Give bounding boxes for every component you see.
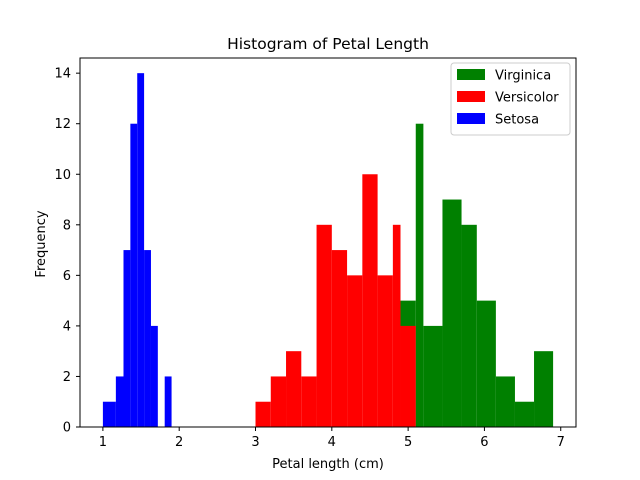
y-tick-label-3: 6 <box>63 269 71 284</box>
bar-setosa-3 <box>130 123 138 427</box>
x-tick-label-0: 1 <box>99 435 107 450</box>
y-tick-label-7: 14 <box>54 67 71 82</box>
bar-versicolor-0 <box>255 401 271 427</box>
y-tick-label-1: 2 <box>63 370 71 385</box>
y-tick-label-4: 8 <box>63 218 71 233</box>
bars-layer <box>102 73 554 428</box>
bar-versicolor-8 <box>377 275 393 427</box>
bar-versicolor-5 <box>331 250 348 427</box>
bar-versicolor-3 <box>301 376 317 427</box>
y-tick-label-5: 10 <box>54 168 71 183</box>
legend-swatch-versicolor <box>457 91 485 102</box>
x-tick-label-5: 6 <box>480 435 488 450</box>
bar-virginica-7 <box>514 401 535 427</box>
y-axis-title: Frequency <box>34 210 49 277</box>
x-axis-title: Petal length (cm) <box>272 457 384 472</box>
legend-label-virginica: Virginica <box>495 69 551 84</box>
bar-virginica-6 <box>495 376 515 427</box>
bar-virginica-5 <box>476 300 496 427</box>
bar-versicolor-6 <box>347 275 363 427</box>
bar-virginica-4 <box>461 224 477 427</box>
x-tick-label-3: 4 <box>328 435 336 450</box>
x-tick-label-4: 5 <box>404 435 412 450</box>
bar-virginica-3 <box>442 199 462 427</box>
y-tick-label-0: 0 <box>63 421 71 436</box>
legend: Virginica Versicolor Setosa <box>450 62 571 136</box>
legend-label-versicolor: Versicolor <box>495 91 559 106</box>
bar-setosa-2 <box>123 250 131 427</box>
legend-swatch-setosa <box>457 113 485 124</box>
bar-versicolor-10 <box>400 325 416 427</box>
bar-setosa-6 <box>150 325 158 427</box>
bar-versicolor-1 <box>270 376 287 427</box>
legend-swatch-virginica <box>457 69 485 80</box>
bar-virginica-2 <box>423 325 443 427</box>
x-tick-label-2: 3 <box>251 435 259 450</box>
bar-setosa-1 <box>115 376 124 427</box>
y-tick-label-2: 4 <box>63 319 71 334</box>
plot-frame <box>79 57 577 428</box>
bar-setosa-0 <box>102 401 116 427</box>
bar-setosa-5 <box>144 250 151 427</box>
bar-versicolor-4 <box>316 224 332 427</box>
chart-title: Histogram of Petal Length <box>227 35 429 53</box>
x-tick-label-6: 7 <box>557 435 565 450</box>
bar-versicolor-2 <box>286 351 302 427</box>
bar-setosa-7 <box>164 376 172 427</box>
bar-virginica-8 <box>534 351 554 427</box>
legend-label-setosa: Setosa <box>495 113 539 128</box>
bar-versicolor-7 <box>362 174 378 427</box>
x-tick-label-1: 2 <box>175 435 183 450</box>
bar-virginica-1 <box>415 123 424 427</box>
bar-setosa-4 <box>137 73 145 428</box>
bar-versicolor-9 <box>392 224 401 427</box>
y-tick-label-6: 12 <box>54 117 71 132</box>
